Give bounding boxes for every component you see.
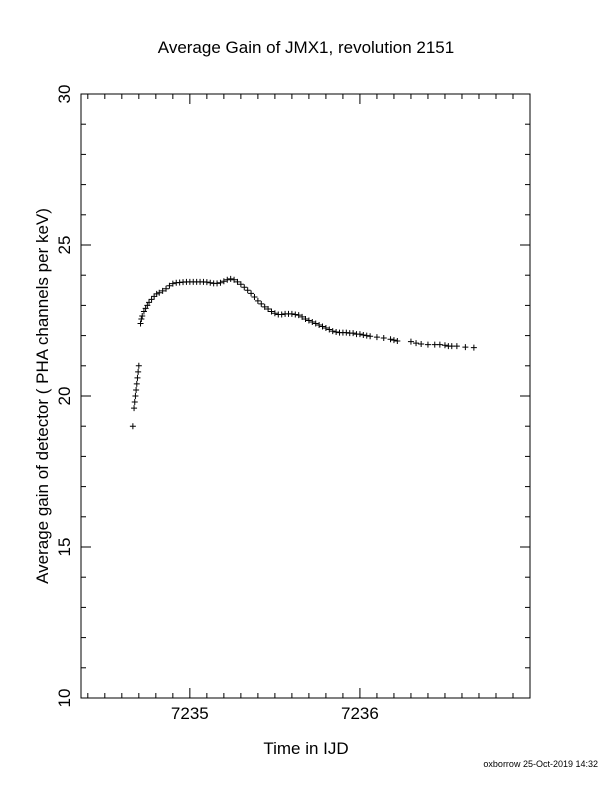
- data-point: [140, 308, 147, 315]
- data-point: [299, 313, 306, 320]
- data-point: [261, 303, 268, 310]
- data-point: [142, 305, 149, 312]
- data-point: [278, 311, 285, 318]
- data-point: [144, 302, 151, 309]
- data-point: [448, 343, 455, 350]
- data-point: [265, 306, 272, 313]
- data-point: [394, 338, 401, 345]
- data-point: [343, 329, 350, 336]
- data-point: [326, 326, 333, 333]
- data-point: [288, 310, 295, 317]
- data-point: [220, 278, 227, 285]
- y-tick-label: 10: [55, 689, 74, 708]
- data-point: [418, 341, 425, 348]
- data-point: [309, 319, 316, 326]
- x-tick-label: 7236: [341, 704, 379, 723]
- data-point: [271, 310, 278, 317]
- data-point: [133, 380, 140, 387]
- data-point: [367, 333, 374, 340]
- data-point: [159, 287, 166, 294]
- data-point: [244, 287, 251, 294]
- data-point: [319, 323, 326, 330]
- x-tick-label: 7235: [171, 704, 209, 723]
- data-point: [241, 284, 248, 291]
- data-point: [363, 332, 370, 339]
- data-point: [231, 276, 238, 283]
- data-point: [431, 341, 438, 348]
- x-tick-labels: 7235 7236: [171, 704, 379, 723]
- data-point: [356, 331, 363, 338]
- data-point: [156, 289, 163, 296]
- data-markers: [129, 275, 477, 430]
- data-point: [292, 311, 299, 318]
- data-point: [146, 299, 153, 306]
- data-point: [441, 342, 448, 349]
- data-point: [413, 340, 420, 347]
- data-point: [333, 328, 340, 335]
- data-point: [131, 405, 138, 412]
- data-point: [135, 368, 142, 375]
- data-point: [360, 331, 367, 338]
- data-point: [390, 337, 397, 344]
- data-point: [224, 276, 231, 283]
- y-tick-label: 15: [55, 538, 74, 557]
- data-point: [424, 341, 431, 348]
- data-point: [148, 296, 155, 303]
- data-point: [305, 317, 312, 324]
- data-point: [132, 393, 139, 399]
- data-point: [248, 290, 255, 297]
- data-point: [153, 290, 160, 297]
- data-point: [329, 328, 336, 335]
- y-axis-label: Average gain of detector ( PHA channels …: [33, 208, 52, 584]
- data-point: [131, 399, 138, 406]
- data-point: [470, 344, 477, 351]
- data-point: [373, 334, 380, 341]
- data-point: [258, 300, 265, 307]
- data-point: [350, 330, 357, 337]
- data-point: [316, 322, 323, 329]
- data-point: [227, 275, 234, 282]
- data-point: [295, 312, 302, 319]
- data-point: [138, 315, 145, 322]
- data-point: [214, 280, 221, 287]
- data-point: [436, 341, 443, 348]
- data-point: [134, 374, 141, 381]
- y-tick-label: 30: [55, 85, 74, 104]
- chart-title: Average Gain of JMX1, revolution 2151: [158, 38, 454, 57]
- minor-ticks: [81, 94, 530, 698]
- data-point: [169, 280, 176, 287]
- data-point: [217, 279, 224, 286]
- data-point: [237, 281, 244, 288]
- data-point: [135, 362, 142, 369]
- data-point: [462, 344, 469, 351]
- data-point: [166, 282, 173, 289]
- data-point: [407, 338, 414, 345]
- data-point: [302, 315, 309, 322]
- data-point: [387, 336, 394, 343]
- data-point: [207, 279, 214, 286]
- data-point: [268, 308, 275, 315]
- data-point: [137, 320, 144, 327]
- data-point: [453, 343, 460, 350]
- plot-area: [80, 93, 531, 699]
- data-point: [251, 293, 258, 300]
- footer-credit: oxborrow 25-Oct-2019 14:32: [483, 759, 598, 769]
- data-point: [380, 335, 387, 342]
- data-point: [322, 325, 329, 332]
- y-tick-label: 20: [55, 387, 74, 406]
- x-axis-label: Time in IJD: [263, 739, 348, 758]
- data-point: [234, 278, 241, 285]
- major-ticks: [81, 93, 530, 699]
- data-point: [163, 285, 170, 292]
- data-point: [139, 312, 146, 319]
- data-point: [203, 279, 210, 286]
- y-tick-label: 25: [55, 236, 74, 255]
- y-tick-labels: 10 15 20 25 30: [55, 85, 74, 708]
- data-point: [254, 297, 261, 304]
- data-point: [129, 423, 136, 430]
- data-point: [312, 320, 319, 327]
- data-point: [133, 386, 140, 393]
